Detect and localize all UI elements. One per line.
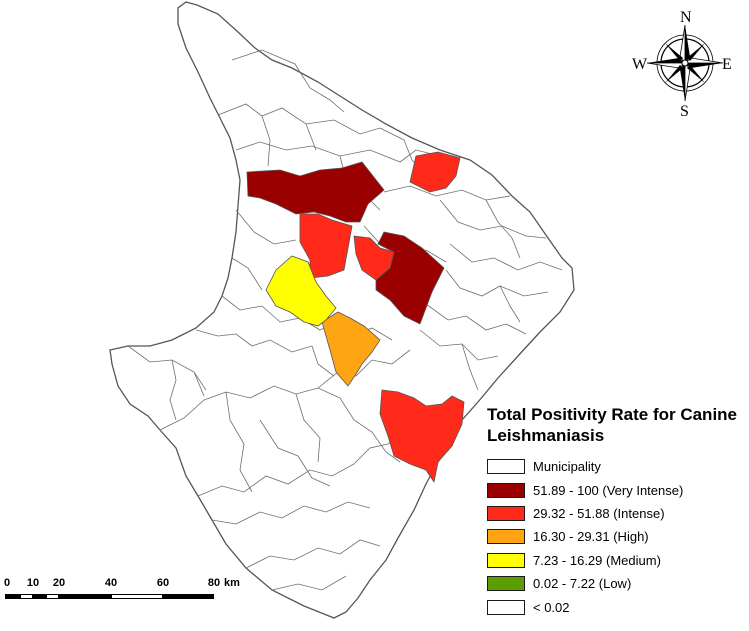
scale-segment — [59, 594, 111, 599]
legend-label: 51.89 - 100 (Very Intense) — [533, 482, 684, 498]
compass-south-label: S — [680, 103, 689, 120]
municipality-intense-southeast[interactable] — [379, 389, 465, 484]
legend-title-line2: Leishmaniasis — [487, 426, 605, 445]
legend-swatch — [487, 482, 525, 498]
legend-item-low: 0.02 - 7.22 (Low) — [487, 572, 747, 595]
legend-label: 0.02 - 7.22 (Low) — [533, 576, 632, 592]
compass-north-label: N — [680, 9, 692, 26]
compass-west-label: W — [632, 56, 648, 73]
municipality-medium[interactable] — [265, 255, 337, 327]
municipality-high[interactable] — [321, 311, 381, 387]
scale-tick-label: 80 — [207, 577, 221, 589]
scale-segment — [163, 594, 214, 599]
legend-title-line1: Total Positivity Rate for Canine — [487, 405, 738, 424]
legend-label: Municipality — [533, 459, 601, 475]
legend-item-municipality: Municipality — [487, 455, 747, 478]
municipality-very-intense-north[interactable] — [246, 161, 385, 223]
municipality-intense-northeast[interactable] — [409, 151, 461, 193]
scale-unit-label: km — [224, 577, 240, 589]
legend: Total Positivity Rate for Canine Leishma… — [487, 404, 747, 619]
legend-swatch — [487, 576, 525, 592]
municipality-boundaries — [127, 49, 563, 591]
scale-segment — [111, 594, 163, 599]
legend-item-medium: 7.23 - 16.29 (Medium) — [487, 549, 747, 572]
legend-swatch — [487, 599, 525, 615]
legend-label: 7.23 - 16.29 (Medium) — [533, 552, 661, 568]
legend-label: 16.30 - 29.31 (High) — [533, 529, 649, 545]
scale-segment — [46, 594, 59, 599]
scale-tick-label: 60 — [156, 577, 170, 589]
scale-tick-label: 20 — [52, 577, 66, 589]
legend-label: < 0.02 — [533, 599, 570, 615]
compass-east-label: E — [722, 56, 732, 73]
scale-segment — [20, 594, 33, 599]
risk-classified-municipalities — [246, 151, 465, 484]
legend-item-very-intense: 51.89 - 100 (Very Intense) — [487, 478, 747, 501]
legend-label: 29.32 - 51.88 (Intense) — [533, 505, 665, 521]
legend-title: Total Positivity Rate for Canine Leishma… — [487, 404, 747, 446]
state-outline — [109, 1, 575, 619]
legend-item-intense: 29.32 - 51.88 (Intense) — [487, 502, 747, 525]
scale-bar: 0 10 20 40 60 80 km — [2, 577, 252, 627]
legend-swatch — [487, 459, 525, 475]
legend-swatch — [487, 529, 525, 545]
scale-segment — [33, 594, 46, 599]
legend-item-high: 16.30 - 29.31 (High) — [487, 525, 747, 548]
legend-swatch — [487, 552, 525, 568]
municipality-intense-central[interactable] — [353, 235, 395, 281]
scale-tick-label: 40 — [104, 577, 118, 589]
legend-swatch — [487, 505, 525, 521]
scale-tick-label: 0 — [3, 577, 11, 589]
municipality-intense-central-west[interactable] — [299, 213, 353, 279]
scale-segment — [5, 594, 20, 599]
legend-item-below-threshold: < 0.02 — [487, 595, 747, 618]
compass-rose-icon: N S E W — [632, 9, 732, 120]
scale-tick-label: 10 — [26, 577, 40, 589]
